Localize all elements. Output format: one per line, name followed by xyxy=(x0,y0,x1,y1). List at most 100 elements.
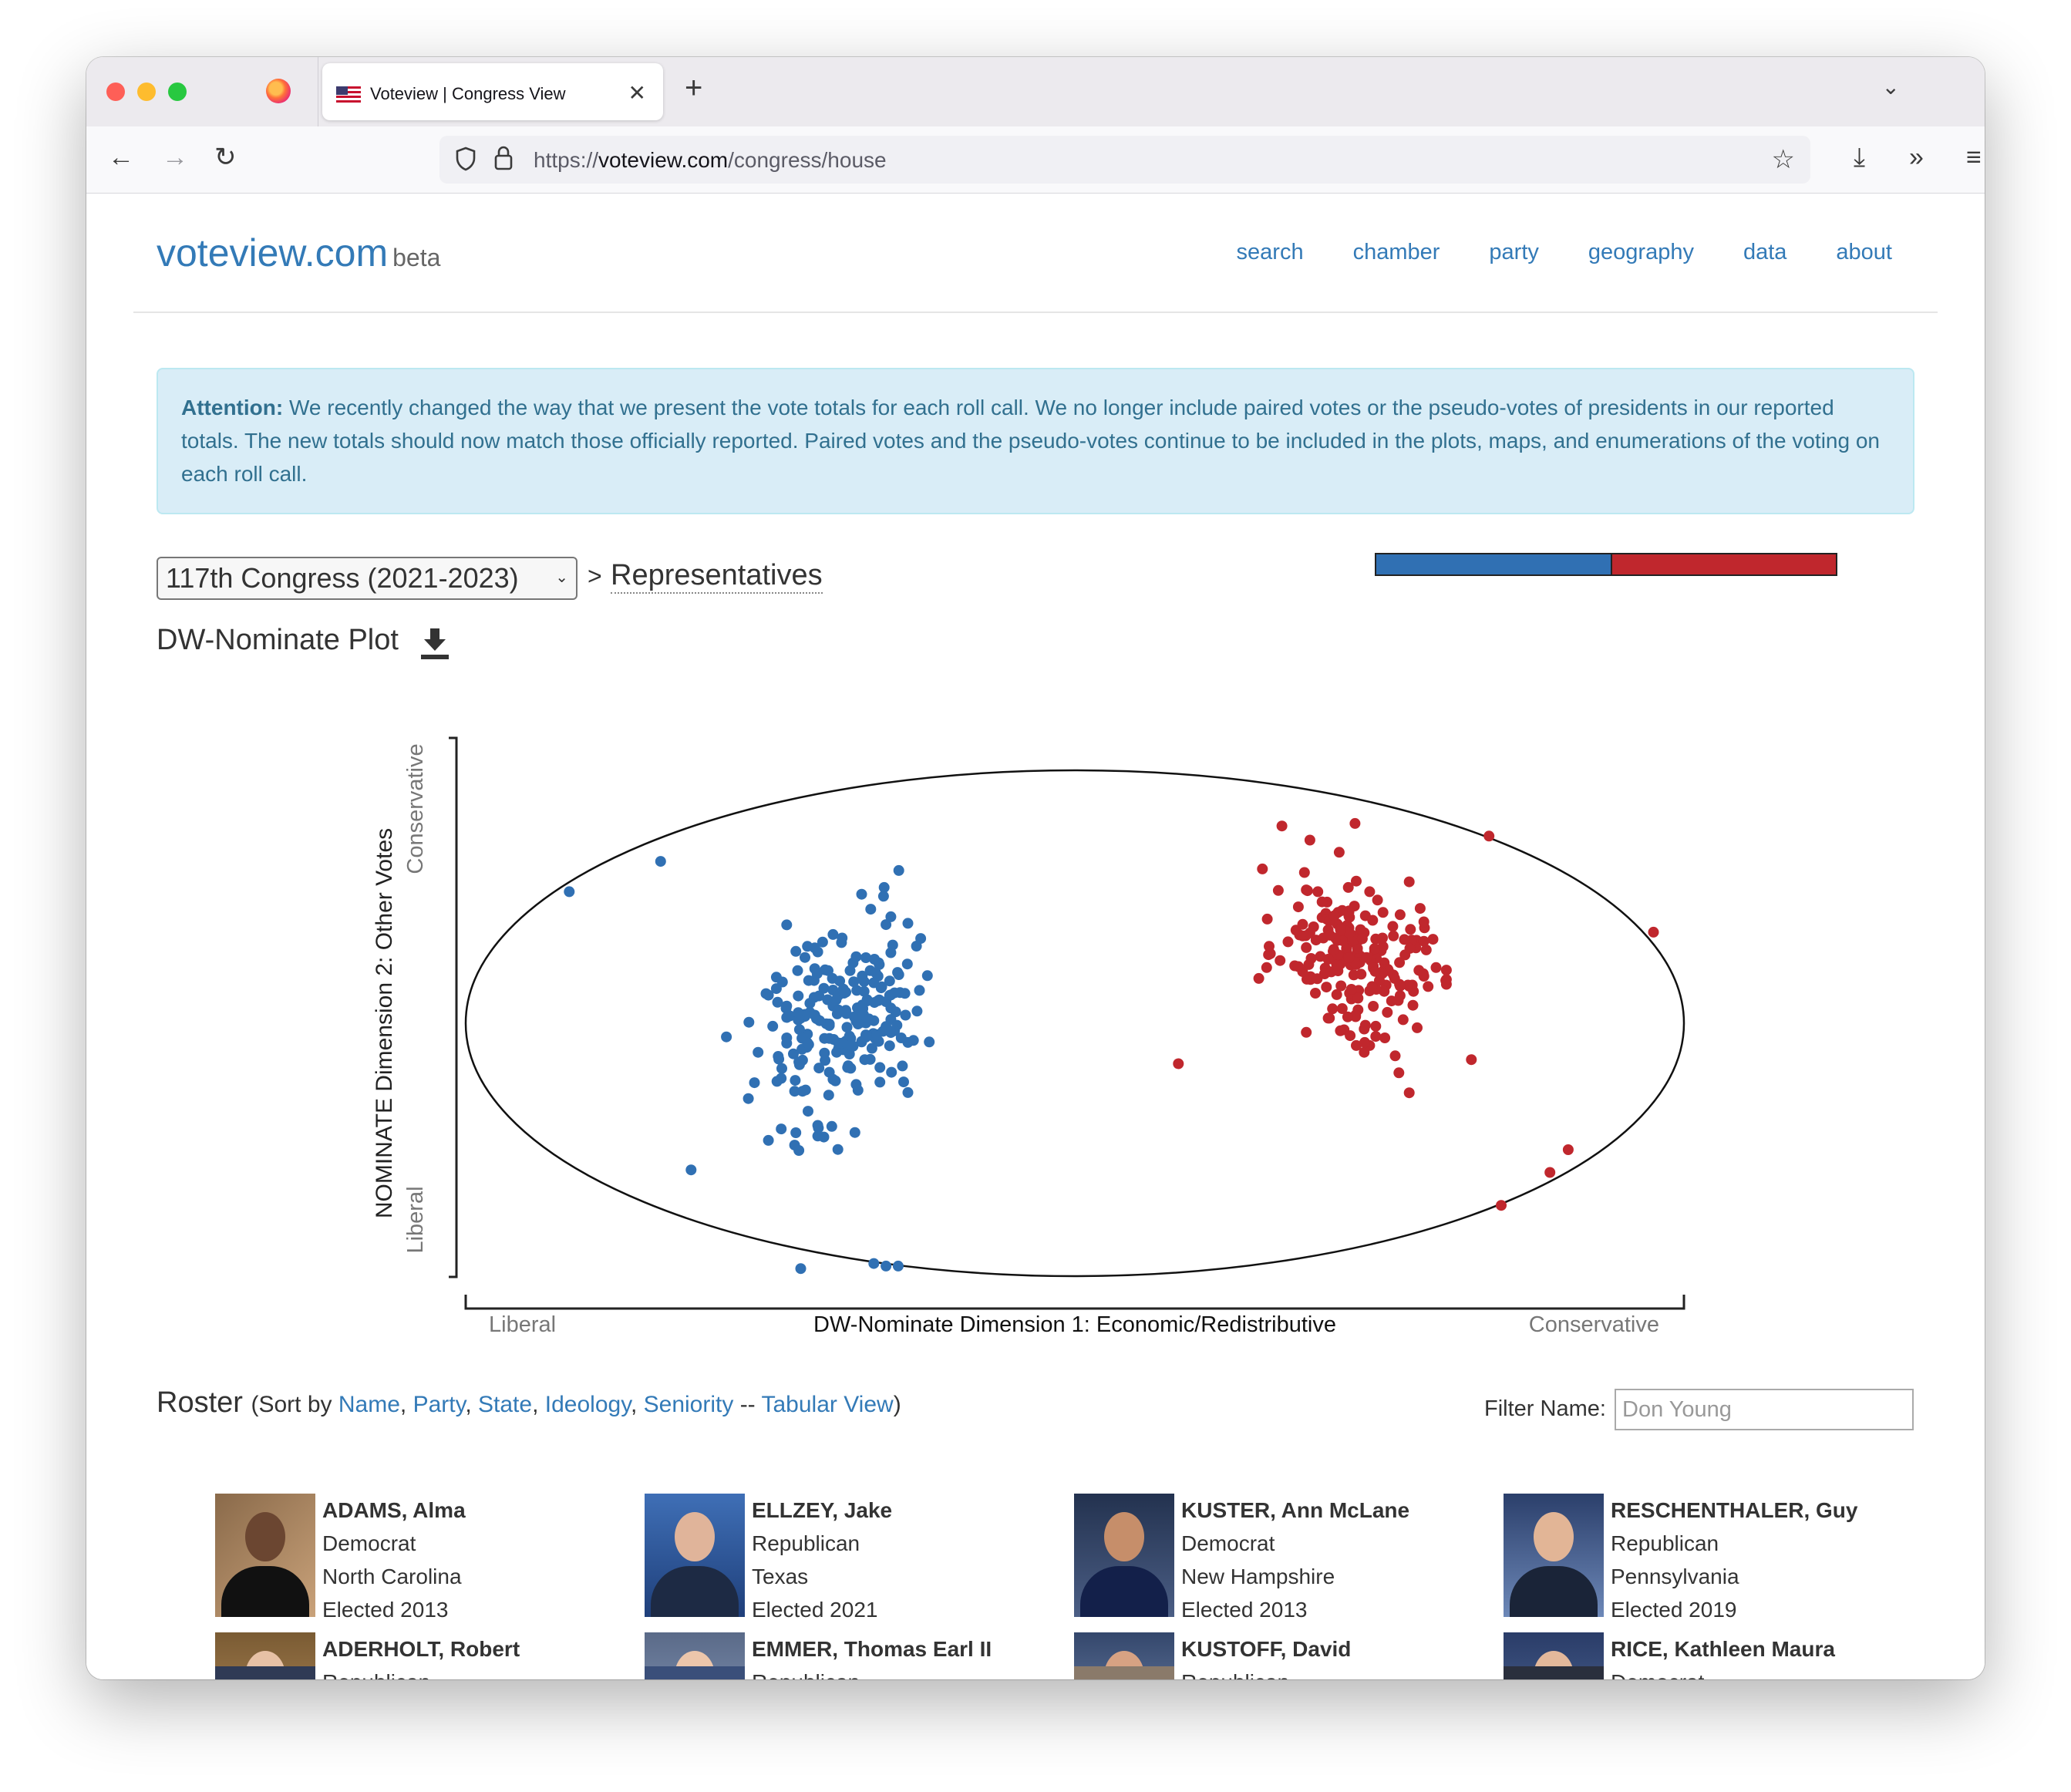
republican-point[interactable] xyxy=(1333,847,1345,858)
democrat-point[interactable] xyxy=(892,1260,904,1272)
democrat-point[interactable] xyxy=(827,928,839,940)
democrat-point[interactable] xyxy=(849,1127,860,1138)
democrat-point[interactable] xyxy=(811,968,823,979)
democrat-point[interactable] xyxy=(802,1037,813,1049)
republican-point[interactable] xyxy=(1342,881,1354,893)
republican-point[interactable] xyxy=(1328,944,1339,955)
republican-point[interactable] xyxy=(1331,959,1342,971)
republican-point[interactable] xyxy=(1414,903,1426,915)
nav-search[interactable]: search xyxy=(1236,240,1304,264)
democrat-point[interactable] xyxy=(823,1090,834,1101)
republican-point[interactable] xyxy=(1427,934,1439,945)
republican-point[interactable] xyxy=(1404,942,1416,954)
democrat-point[interactable] xyxy=(911,1005,923,1017)
republican-point[interactable] xyxy=(1394,990,1406,1002)
democrat-point[interactable] xyxy=(817,936,828,948)
republican-point[interactable] xyxy=(1345,984,1357,995)
republican-point[interactable] xyxy=(1342,1011,1353,1022)
member-card[interactable]: KUSTER, Ann McLane Democrat New Hampshire E… xyxy=(1074,1494,1460,1625)
democrat-point[interactable] xyxy=(843,1060,854,1072)
democrat-point[interactable] xyxy=(793,1024,805,1036)
democrat-point[interactable] xyxy=(877,891,889,902)
democrat-point[interactable] xyxy=(795,1263,807,1275)
democrat-point[interactable] xyxy=(793,1145,805,1156)
democrat-point[interactable] xyxy=(753,1046,764,1058)
democrat-point[interactable] xyxy=(564,886,575,898)
democrat-point[interactable] xyxy=(789,1086,800,1097)
republican-point[interactable] xyxy=(1496,1200,1507,1211)
democrat-point[interactable] xyxy=(893,864,904,876)
republican-point[interactable] xyxy=(1312,973,1323,985)
nav-chamber[interactable]: chamber xyxy=(1352,240,1440,264)
nav-geography[interactable]: geography xyxy=(1588,240,1694,264)
democrat-point[interactable] xyxy=(860,1032,871,1043)
democrat-point[interactable] xyxy=(869,997,881,1009)
republican-point[interactable] xyxy=(1389,972,1400,984)
democrat-point[interactable] xyxy=(852,1019,864,1029)
democrat-point[interactable] xyxy=(860,952,871,963)
member-name[interactable]: ADERHOLT, Robert xyxy=(322,1637,520,1661)
republican-point[interactable] xyxy=(1335,980,1347,992)
democrat-point[interactable] xyxy=(868,1258,880,1269)
democrat-point[interactable] xyxy=(885,911,897,922)
republican-point[interactable] xyxy=(1372,894,1383,906)
republican-point[interactable] xyxy=(1336,904,1348,916)
democrat-point[interactable] xyxy=(804,998,816,1009)
republican-point[interactable] xyxy=(1336,1003,1348,1014)
democrat-point[interactable] xyxy=(776,1073,787,1084)
democrat-point[interactable] xyxy=(832,1144,844,1155)
democrat-point[interactable] xyxy=(721,1031,732,1043)
republican-point[interactable] xyxy=(1386,995,1397,1007)
member-name[interactable]: KUSTOFF, David xyxy=(1181,1637,1352,1661)
democrat-point[interactable] xyxy=(800,1084,811,1096)
democrat-point[interactable] xyxy=(743,1093,754,1104)
democrat-point[interactable] xyxy=(892,967,904,979)
member-name[interactable]: ADAMS, Alma xyxy=(322,1498,466,1522)
republican-point[interactable] xyxy=(1393,1067,1405,1079)
democrat-point[interactable] xyxy=(902,1086,914,1098)
sort-by-party-link[interactable]: Party xyxy=(413,1392,466,1417)
republican-point[interactable] xyxy=(1173,1058,1184,1069)
republican-point[interactable] xyxy=(1276,820,1288,832)
republican-point[interactable] xyxy=(1301,1026,1312,1038)
democrat-point[interactable] xyxy=(852,1084,864,1096)
republican-point[interactable] xyxy=(1261,962,1272,973)
democrat-point[interactable] xyxy=(914,985,925,996)
republican-point[interactable] xyxy=(1359,1019,1371,1031)
republican-point[interactable] xyxy=(1359,1036,1370,1048)
republican-point[interactable] xyxy=(1351,875,1362,887)
democrat-point[interactable] xyxy=(803,1106,813,1117)
member-card[interactable]: ADAMS, Alma Democrat North Carolina Elected… xyxy=(215,1494,601,1625)
republican-point[interactable] xyxy=(1275,955,1286,966)
democrat-point[interactable] xyxy=(763,1134,774,1146)
democrat-point[interactable] xyxy=(792,965,803,976)
democrat-point[interactable] xyxy=(898,1076,909,1088)
republican-point[interactable] xyxy=(1257,863,1268,874)
republican-point[interactable] xyxy=(1440,974,1452,985)
nav-data[interactable]: data xyxy=(1743,240,1787,264)
republican-point[interactable] xyxy=(1544,1167,1556,1178)
democrat-point[interactable] xyxy=(859,1054,870,1066)
tabular-view-link[interactable]: Tabular View xyxy=(761,1392,894,1417)
republican-point[interactable] xyxy=(1349,817,1361,829)
back-icon[interactable]: ← xyxy=(108,143,134,172)
member-photo[interactable] xyxy=(1074,1494,1174,1617)
democrat-point[interactable] xyxy=(856,888,867,900)
nav-about[interactable]: about xyxy=(1836,240,1892,264)
republican-point[interactable] xyxy=(1403,876,1415,888)
democrat-point[interactable] xyxy=(793,1056,805,1068)
democrat-point[interactable] xyxy=(908,1035,919,1046)
democrat-point[interactable] xyxy=(793,1007,804,1019)
democrat-point[interactable] xyxy=(850,951,862,962)
republican-point[interactable] xyxy=(1272,884,1284,896)
democrat-point[interactable] xyxy=(819,1032,830,1044)
filter-name-input[interactable] xyxy=(1615,1389,1914,1430)
member-photo[interactable] xyxy=(645,1494,745,1617)
democrat-point[interactable] xyxy=(901,958,913,970)
republican-point[interactable] xyxy=(1399,934,1410,945)
republican-point[interactable] xyxy=(1562,1144,1574,1155)
republican-point[interactable] xyxy=(1325,929,1335,941)
republican-point[interactable] xyxy=(1324,1012,1335,1024)
republican-point[interactable] xyxy=(1397,1014,1409,1026)
lock-icon[interactable] xyxy=(493,145,514,171)
